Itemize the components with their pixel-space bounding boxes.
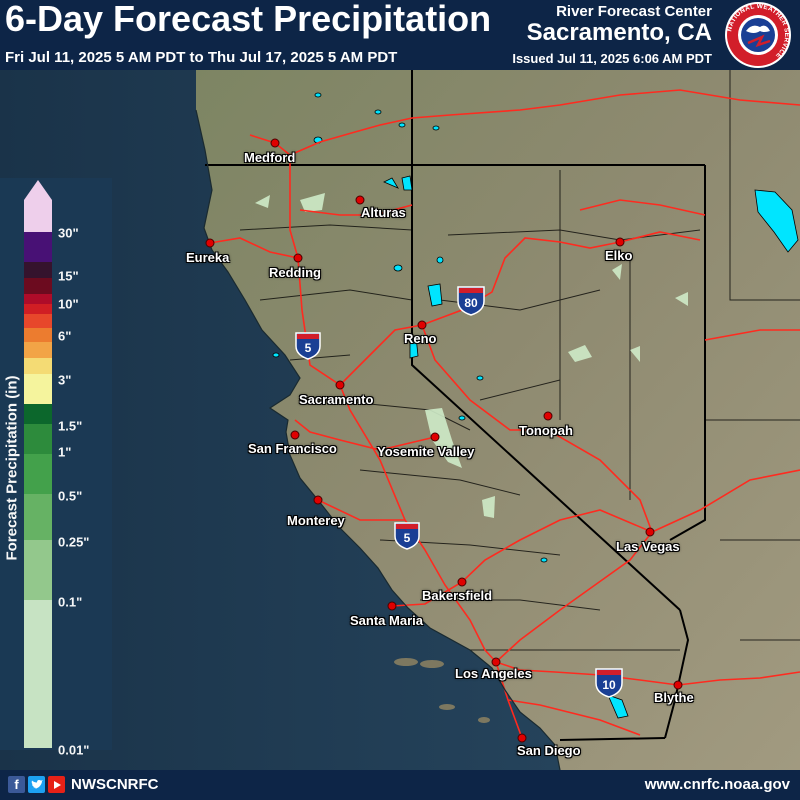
city-label-san-diego: San Diego [517,743,581,758]
precip-areas [255,193,688,518]
city-label-las-vegas: Las Vegas [616,539,680,554]
interstate-80-shield: 80 [457,286,485,316]
city-label-medford: Medford [244,150,296,165]
legend-tick-label: 0.01" [58,742,90,758]
legend-color-segment [24,342,52,358]
city-label-monterey: Monterey [287,513,345,528]
social-handle[interactable]: NWSCNRFC [71,776,159,793]
legend-color-segment [24,358,52,374]
legend-color-segment [24,304,52,314]
legend-tick-label: 3" [58,372,72,388]
legend-arrow-top [24,180,52,200]
lakes [272,92,799,719]
legend-color-segment [24,600,52,748]
shield-80-text: 80 [464,296,478,310]
city-label-redding: Redding [269,265,321,280]
city-label-eureka: Eureka [186,250,230,265]
shield-5-north-text: 5 [305,341,312,355]
youtube-icon[interactable] [48,776,65,793]
city-label-tonopah: Tonopah [519,423,573,438]
legend-tick-label: 30" [58,225,79,241]
coast-outline [195,109,561,771]
nws-seal-icon: NATIONAL WEATHER SERVICE [725,2,791,68]
legend-color-segment [24,494,52,540]
city-marker-los-angeles [491,657,501,667]
shield-10-text: 10 [602,678,616,692]
legend-color-segment [24,540,52,600]
forecast-office-city: Sacramento, CA [526,19,712,46]
city-marker-bakersfield [457,577,467,587]
city-marker-alturas [355,195,365,205]
legend-tick-label: 1" [58,444,72,460]
legend-color-segment [24,262,52,278]
website-link[interactable]: www.cnrfc.noaa.gov [644,776,790,793]
legend-color-segment [24,374,52,404]
legend-color-segment [24,424,52,454]
shield-5-south-text: 5 [404,531,411,545]
city-label-yosemite-valley: Yosemite Valley [377,444,475,459]
forecast-center: River Forecast Center [556,3,712,20]
city-label-san-francisco: San Francisco [248,441,337,456]
page-title: 6-Day Forecast Precipitation [5,0,492,39]
social-links: f NWSCNRFC [8,776,159,793]
legend-tick-label: 0.1" [58,594,83,610]
legend-tick-label: 0.25" [58,534,90,550]
legend-color-segment [24,314,52,328]
city-label-santa-maria: Santa Maria [350,613,423,628]
channel-islands [394,658,490,723]
forecast-period: Fri Jul 11, 2025 5 AM PDT to Thu Jul 17,… [5,49,398,66]
legend-color-segment [24,200,52,232]
legend-tick-label: 0.5" [58,488,83,504]
city-marker-tonopah [543,411,553,421]
city-label-los-angeles: Los Angeles [455,666,532,681]
city-marker-medford [270,138,280,148]
city-marker-san-diego [517,733,527,743]
city-label-blythe: Blythe [654,690,694,705]
legend-tick-label: 6" [58,328,72,344]
legend-tick-label: 15" [58,268,79,284]
city-label-sacramento: Sacramento [299,392,374,407]
legend-tick-label: 1.5" [58,418,83,434]
city-label-bakersfield: Bakersfield [422,588,493,603]
city-marker-elko [615,237,625,247]
city-marker-monterey [313,495,323,505]
city-marker-sacramento [335,380,345,390]
legend-color-segment [24,454,52,494]
precip-legend: Forecast Precipitation (in) 30" 15" 10" 6" 3… [0,178,112,758]
legend-title: Forecast Precipitation (in) [3,375,21,561]
footer: f NWSCNRFC www.cnrfc.noaa.gov [0,770,800,800]
twitter-icon[interactable] [28,776,45,793]
interstate-5-shield-south: 5 [394,522,420,550]
city-markers [205,138,683,743]
header: 6-Day Forecast Precipitation Fri Jul 11,… [0,0,800,70]
legend-color-segment [24,232,52,262]
state-borders [205,70,706,741]
legend-color-segment [24,294,52,304]
facebook-icon[interactable]: f [8,776,25,793]
interstate-shields: 80 5 5 10 [295,286,623,698]
interstate-10-shield: 10 [595,668,623,698]
city-marker-yosemite-valley [430,432,440,442]
city-label-reno: Reno [404,331,437,346]
city-label-alturas: Alturas [361,205,406,220]
city-marker-reno [417,320,427,330]
city-marker-san-francisco [290,430,300,440]
issued-time: Issued Jul 11, 2025 6:06 AM PDT [512,51,712,66]
city-label-elko: Elko [605,248,633,263]
city-marker-eureka [205,238,215,248]
city-marker-redding [293,253,303,263]
legend-color-segment [24,328,52,342]
city-marker-blythe [673,680,683,690]
legend-tick-label: 10" [58,296,79,312]
interstate-5-shield-north: 5 [295,332,321,360]
county-lines [239,70,800,651]
city-marker-las-vegas [645,527,655,537]
legend-color-segment [24,278,52,294]
legend-color-segment [24,404,52,424]
city-marker-santa-maria [387,601,397,611]
